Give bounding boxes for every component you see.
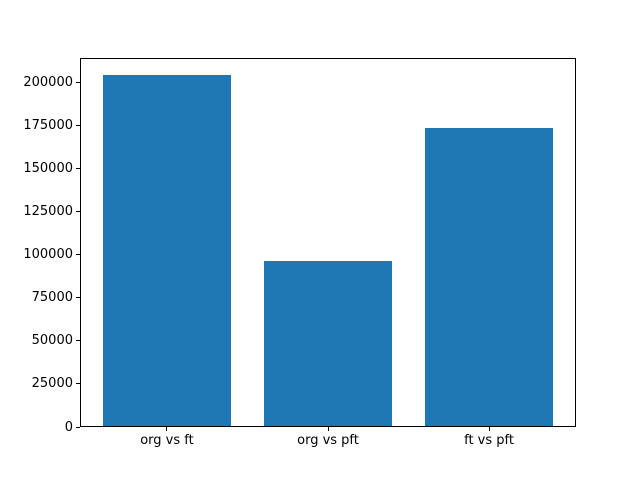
y-tick-mark — [76, 297, 80, 299]
y-tick-mark — [76, 211, 80, 213]
y-tick-mark — [76, 340, 80, 342]
y-tick-label: 50000 — [31, 333, 73, 349]
y-tick-label: 125000 — [23, 204, 73, 220]
y-tick-label: 150000 — [23, 161, 73, 177]
plot-area — [80, 58, 576, 427]
y-tick-mark — [76, 383, 80, 385]
x-tick-label: ft vs pft — [464, 433, 514, 448]
bar-org-vs-pft — [263, 261, 393, 426]
y-tick-mark — [76, 81, 80, 83]
y-tick-mark — [76, 254, 80, 256]
x-tick-mark — [327, 427, 329, 431]
bar-org-vs-ft — [102, 74, 232, 426]
x-tick-mark — [166, 427, 168, 431]
y-tick-mark — [76, 125, 80, 127]
x-tick-label: org vs ft — [140, 433, 194, 448]
bar-ft-vs-pft — [424, 127, 554, 426]
y-tick-mark — [76, 168, 80, 170]
y-tick-label: 75000 — [31, 290, 73, 306]
x-tick-label: org vs pft — [297, 433, 359, 448]
y-tick-mark — [76, 426, 80, 428]
y-tick-label: 175000 — [23, 118, 73, 134]
y-tick-label: 100000 — [23, 247, 73, 263]
x-tick-mark — [488, 427, 490, 431]
y-tick-label: 0 — [64, 419, 73, 435]
y-tick-label: 25000 — [31, 376, 73, 392]
y-tick-label: 200000 — [23, 74, 73, 90]
